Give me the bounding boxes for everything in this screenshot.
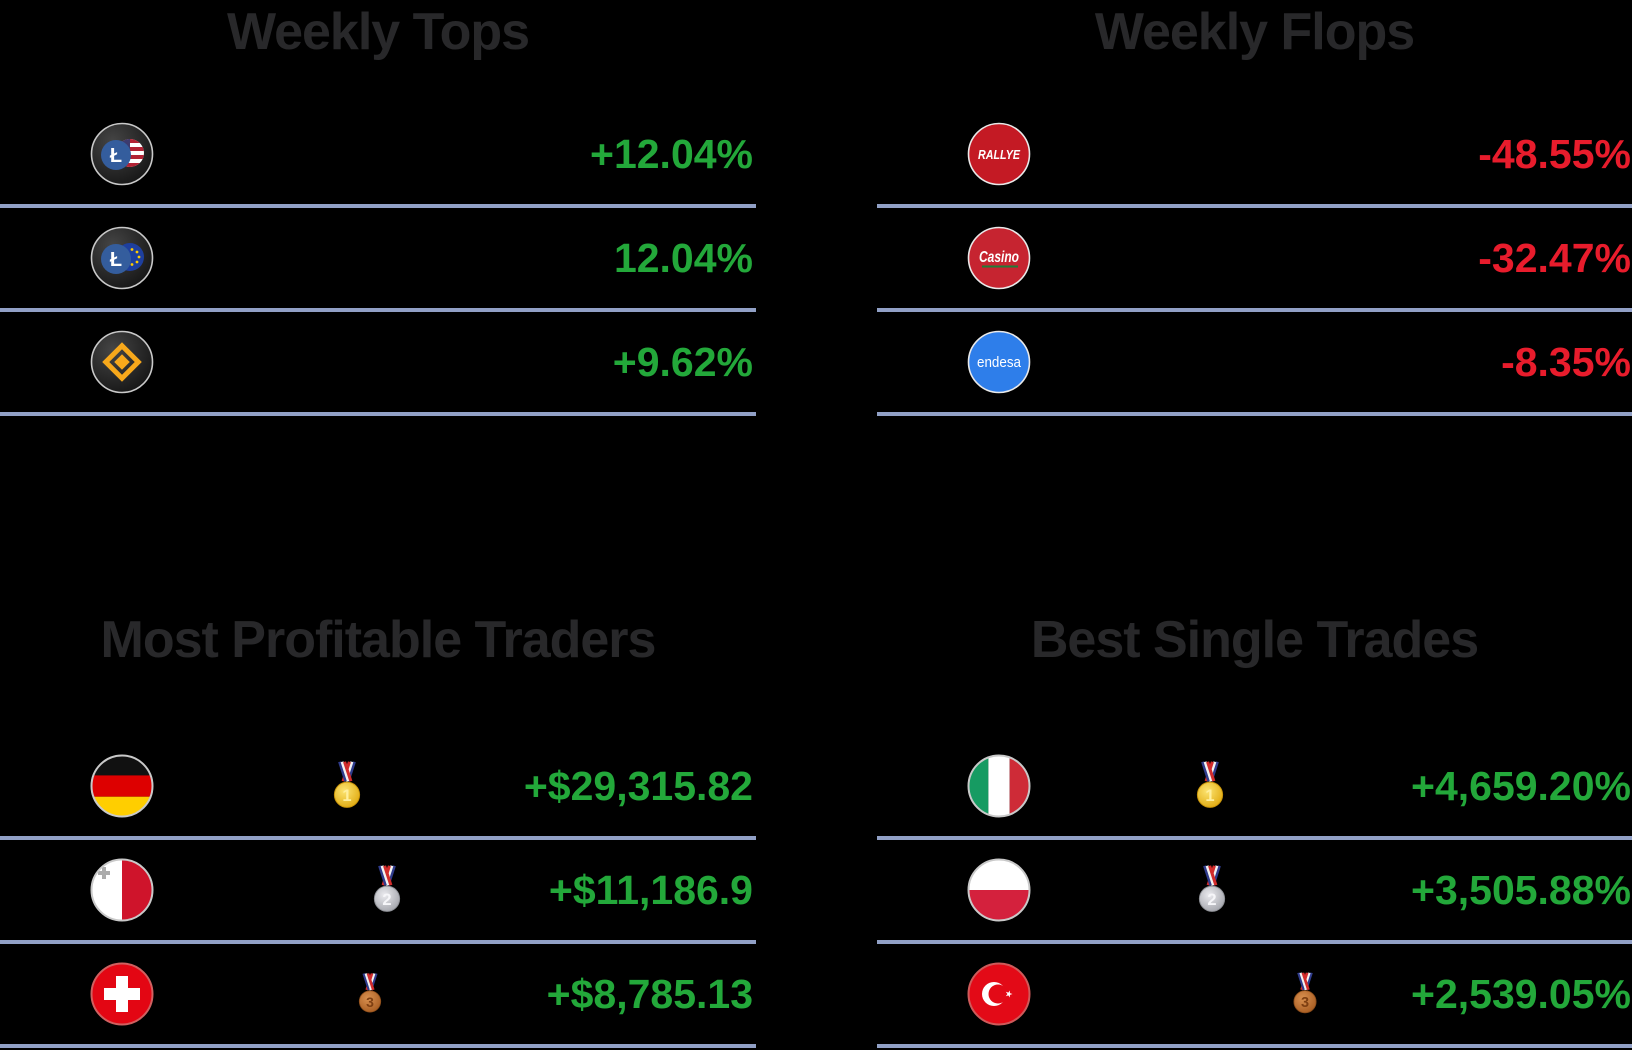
best-single-trades-title: Best Single Trades [1030, 611, 1479, 669]
germany-flag-icon [90, 754, 154, 818]
gold-medal-icon: 1 [331, 761, 364, 809]
gold-medal-icon: 1 [1194, 761, 1227, 809]
medal-rank: 2 [1207, 891, 1216, 909]
change-value: -8.35% [1501, 338, 1631, 385]
rallye-logo-icon: RALLYE [967, 122, 1031, 186]
medal-rank: 2 [382, 891, 391, 909]
medal-rank: 1 [1205, 787, 1214, 805]
change-value: +9.62% [612, 338, 753, 385]
instrument-row-diamond: +9.62% [0, 312, 756, 416]
poland-flag-icon [967, 858, 1031, 922]
instrument-row-endesa: endesa -8.35% [877, 312, 1632, 416]
rallye-logo-text: RALLYE [978, 147, 1020, 162]
casino-logo-text: Casino [979, 249, 1019, 266]
profit-value: +$29,315.82 [523, 762, 753, 809]
italy-flag-icon [967, 754, 1031, 818]
turkey-flag-icon [967, 962, 1031, 1026]
casino-logo-icon: Casino [967, 226, 1031, 290]
profit-value: +$8,785.13 [546, 970, 753, 1017]
ltc-eur-icon: Ł [90, 226, 154, 290]
weekly-tops-title: Weekly Tops [226, 3, 530, 61]
bronze-medal-icon: 3 [1291, 972, 1320, 1014]
weekly-flops-title: Weekly Flops [1094, 3, 1415, 61]
trade-row-italy: 1 +4,659.20% [877, 736, 1632, 840]
instrument-row-ltc-usd: Ł +12.04% [0, 104, 756, 208]
change-value: +12.04% [590, 130, 753, 177]
switzerland-flag-icon [90, 962, 154, 1026]
change-value: 12.04% [613, 234, 753, 281]
profit-value: +$11,186.9 [548, 866, 753, 913]
instrument-row-casino: Casino -32.47% [877, 208, 1632, 312]
trader-row-switzerland: 3 +$8,785.13 [0, 944, 756, 1048]
litecoin-symbol: Ł [110, 145, 122, 167]
most-profitable-traders-section: Most Profitable Traders [0, 606, 756, 1048]
instrument-row-ltc-eur: Ł 12.04% [0, 208, 756, 312]
change-value: -32.47% [1478, 234, 1631, 281]
diamond-logo-icon [90, 330, 154, 394]
change-value: -48.55% [1478, 130, 1631, 177]
ltc-usd-icon: Ł [90, 122, 154, 186]
medal-rank: 3 [1301, 995, 1309, 1011]
endesa-logo-text: endesa [977, 354, 1022, 371]
trade-row-turkey: 3 +2,539.05% [877, 944, 1632, 1048]
gain-value: +4,659.20% [1411, 762, 1631, 809]
best-single-trades-section: Best Single Trades 1 [877, 606, 1632, 1048]
trade-row-poland: 2 +3,505.88% [877, 840, 1632, 944]
silver-medal-icon: 2 [1196, 865, 1229, 913]
weekly-flops-section: Weekly Flops RALLYE -48.55% Casino -32.4… [877, 0, 1632, 416]
medal-rank: 1 [342, 787, 351, 805]
silver-medal-icon: 2 [371, 865, 404, 913]
malta-flag-icon [90, 858, 154, 922]
endesa-logo-icon: endesa [967, 330, 1031, 394]
trader-row-germany: 1 +$29,315.82 [0, 736, 756, 840]
trader-row-malta: 2 +$11,186.9 [0, 840, 756, 944]
gain-value: +2,539.05% [1411, 970, 1631, 1017]
litecoin-symbol: Ł [110, 249, 122, 271]
medal-rank: 3 [366, 994, 374, 1010]
most-profitable-traders-title: Most Profitable Traders [100, 611, 657, 669]
gain-value: +3,505.88% [1411, 866, 1631, 913]
weekly-tops-section: Weekly Tops Ł +12.04% [0, 0, 756, 416]
instrument-row-rallye: RALLYE -48.55% [877, 104, 1632, 208]
bronze-medal-icon: 3 [356, 973, 384, 1013]
